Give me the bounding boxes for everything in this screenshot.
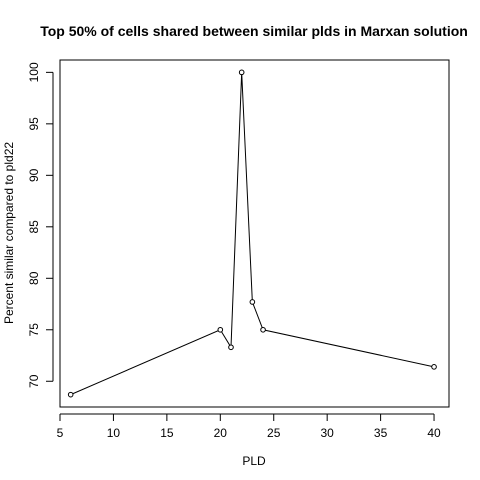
data-point	[431, 364, 437, 370]
x-tick-label: 15	[160, 426, 174, 440]
y-tick-label: 75	[27, 323, 41, 337]
chart-title: Top 50% of cells shared between similar …	[40, 23, 468, 39]
x-axis-label: PLD	[242, 454, 266, 468]
x-tick-label: 40	[427, 426, 441, 440]
data-point	[238, 69, 245, 76]
data-point	[249, 299, 256, 305]
x-tick-label: 35	[374, 426, 388, 440]
y-tick-label: 85	[27, 220, 41, 234]
x-tick-label: 10	[107, 426, 121, 440]
y-tick-label: 100	[27, 62, 41, 82]
plot-frame	[59, 59, 450, 408]
x-tick-label: 30	[320, 426, 334, 440]
y-axis-label: Percent similar compared to pld22	[2, 142, 16, 324]
x-tick-label: 25	[267, 426, 281, 440]
data-point	[228, 344, 234, 351]
x-tick-label: 20	[214, 426, 228, 440]
y-tick-label: 80	[27, 271, 41, 285]
y-axis: 70 75 80 85 90 95 100	[27, 62, 54, 388]
y-tick-label: 95	[27, 117, 41, 131]
data-point	[217, 326, 224, 333]
data-point	[260, 326, 266, 333]
x-tick-label: 5	[57, 426, 64, 440]
series-layer	[67, 69, 437, 398]
y-tick-label: 90	[27, 168, 41, 182]
data-point	[67, 391, 74, 398]
y-tick-label: 70	[27, 374, 41, 388]
x-axis: 5 10 15 20 25 30 35 40	[57, 413, 441, 440]
